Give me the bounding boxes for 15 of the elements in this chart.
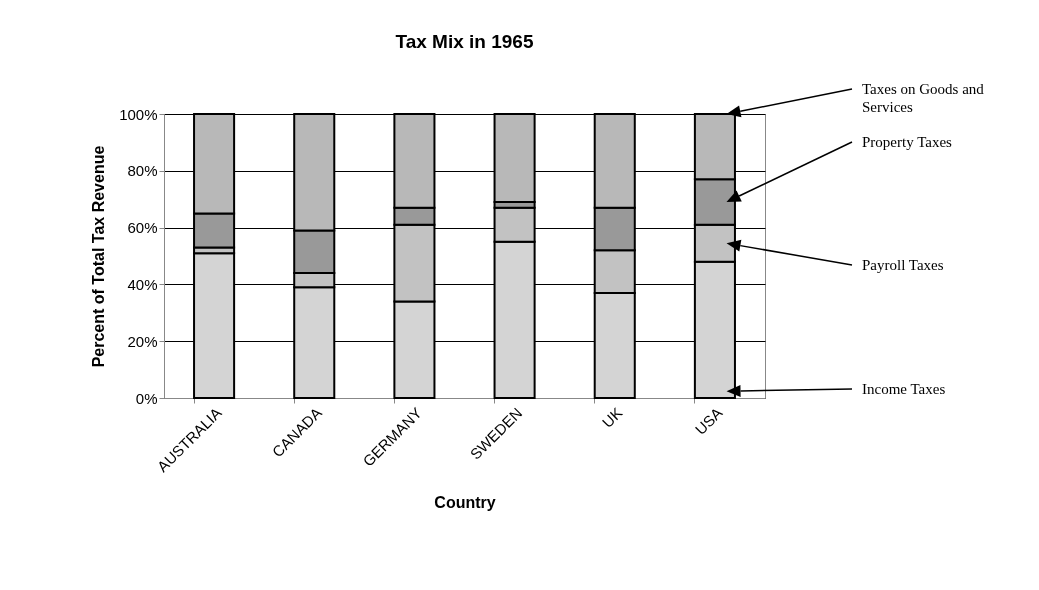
x-tick-label: USA [691, 404, 726, 438]
x-tick-label: UK [598, 404, 626, 431]
text: Payroll Taxes [862, 256, 945, 274]
y-tick-label: 80% [127, 162, 158, 180]
y-tick-label: 0% [135, 389, 158, 407]
y-tick-label: 100% [119, 105, 158, 123]
text: Property Taxes [862, 133, 953, 151]
chart-title: Tax Mix in 1965 [395, 31, 534, 52]
y-tick-label: 60% [127, 219, 158, 237]
y-tick-label: 20% [127, 332, 158, 350]
y-axis-title: Percent of Total Tax Revenue [90, 145, 108, 368]
y-tick-label: 40% [127, 275, 158, 293]
x-axis-title: Country [434, 494, 496, 512]
text: Income Taxes [862, 380, 947, 398]
text: Taxes on Goods and Services [862, 80, 985, 116]
